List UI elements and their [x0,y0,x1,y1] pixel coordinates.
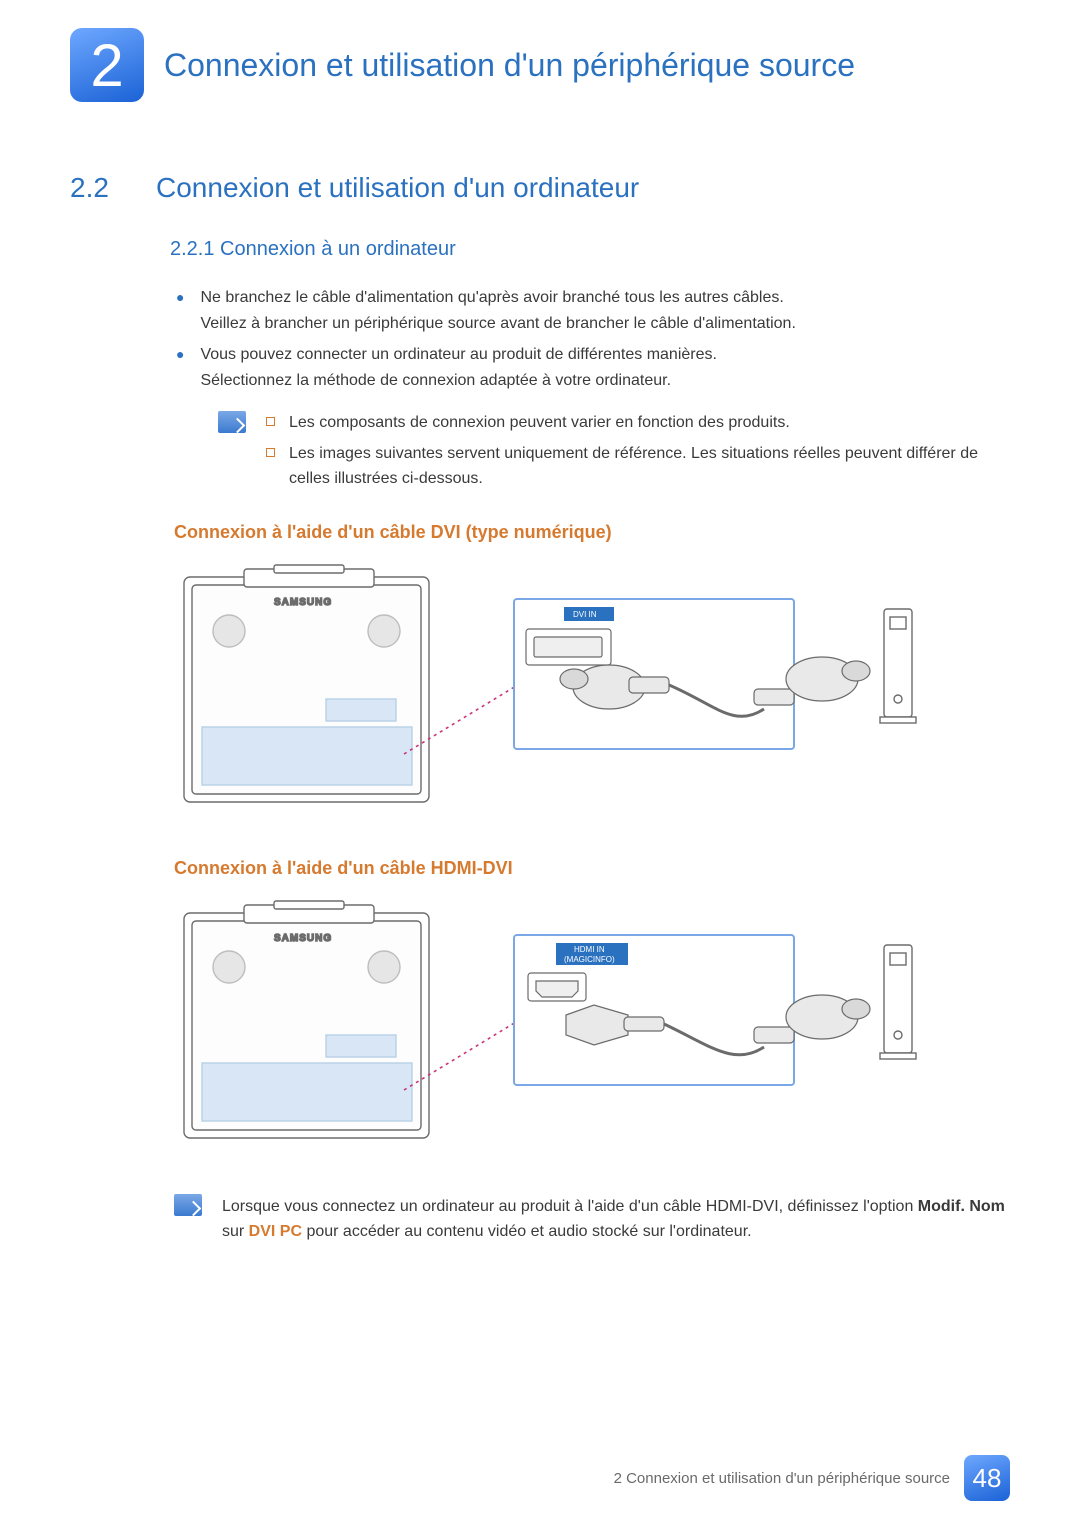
port-label: DVI IN [573,610,597,619]
bullet-line: Ne branchez le câble d'alimentation qu'a… [200,285,795,311]
bullet-line: Vous pouvez connecter un ordinateur au p… [200,342,716,368]
square-bullet-icon [266,417,275,426]
page-number-badge: 48 [964,1455,1010,1501]
footer-note: Lorsque vous connectez un ordinateur au … [174,1194,1010,1245]
note-item: Les composants de connexion peuvent vari… [266,411,1010,436]
connection-heading-hdmi: Connexion à l'aide d'un câble HDMI-DVI [174,858,1010,879]
note-icon [174,1194,202,1216]
port-label-line1: HDMI IN [574,945,605,954]
chapter-number-badge: 2 [70,28,144,102]
section-number: 2.2 [70,172,130,204]
diagram-hdmi-dvi: SAMSUNG HDMI IN (MAGICINFO) [174,895,1010,1160]
note-item: Les images suivantes servent uniquement … [266,442,1010,492]
note-text: Les composants de connexion peuvent vari… [289,411,790,436]
footer-note-text: Lorsque vous connectez un ordinateur au … [222,1194,1010,1245]
brand-label: SAMSUNG [274,597,332,608]
chapter-title: Connexion et utilisation d'un périphériq… [164,47,855,84]
note-text: Les images suivantes servent uniquement … [289,442,1010,492]
square-bullet-icon [266,448,275,457]
list-item: ● Ne branchez le câble d'alimentation qu… [176,285,1010,336]
note-icon [218,411,246,433]
footer-chapter-label: 2 Connexion et utilisation d'un périphér… [614,1470,950,1487]
port-label-line2: (MAGICINFO) [564,955,615,964]
bullet-icon: ● [176,342,184,393]
note-block: Les composants de connexion peuvent vari… [218,411,1010,497]
brand-label: SAMSUNG [274,933,332,944]
section-heading: 2.2 Connexion et utilisation d'un ordina… [70,172,1010,204]
chapter-header: 2 Connexion et utilisation d'un périphér… [70,28,1010,102]
bullet-line: Veillez à brancher un périphérique sourc… [200,311,795,337]
bullet-icon: ● [176,285,184,336]
list-item: ● Vous pouvez connecter un ordinateur au… [176,342,1010,393]
subsection-heading: 2.2.1 Connexion à un ordinateur [170,238,1010,261]
bullet-list: ● Ne branchez le câble d'alimentation qu… [176,285,1010,393]
section-title: Connexion et utilisation d'un ordinateur [156,172,639,204]
connection-heading-dvi: Connexion à l'aide d'un câble DVI (type … [174,522,1010,543]
diagram-dvi: SAMSUNG DVI IN [174,559,1010,824]
page-footer: 2 Connexion et utilisation d'un périphér… [614,1455,1010,1501]
bullet-line: Sélectionnez la méthode de connexion ada… [200,368,716,394]
